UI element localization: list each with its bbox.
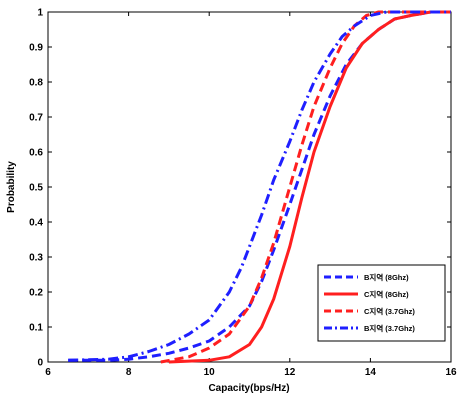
y-tick-label: 0.7 xyxy=(29,113,43,124)
legend-label-1: B지역 (8Ghz) xyxy=(364,272,409,282)
y-tick-label: 0.4 xyxy=(29,218,43,229)
legend-label-4: B지역 (3.7Ghz) xyxy=(364,323,415,333)
y-tick-label: 0.1 xyxy=(29,323,43,334)
y-axis-label: Probability xyxy=(6,161,17,213)
legend: B지역 (8Ghz) C지역 (8Ghz) C지역 (3.7Ghz) B지역 (3.7… xyxy=(317,264,446,342)
y-tick-label: 0.2 xyxy=(29,288,43,299)
legend-label-2: C지역 (8Ghz) xyxy=(364,289,409,299)
x-tick-label: 14 xyxy=(365,367,377,378)
x-axis-label: Capacity(bps/Hz) xyxy=(208,383,289,394)
y-tick-label: 0.6 xyxy=(29,148,43,159)
y-tick-label: 0.8 xyxy=(29,78,43,89)
series-line-3 xyxy=(160,10,451,364)
x-tick-label: 8 xyxy=(126,367,132,378)
series-line-1 xyxy=(68,10,451,362)
series-line-4 xyxy=(68,10,451,362)
y-tick-label: 0 xyxy=(37,358,43,369)
legend-label-3: C지역 (3.7Ghz) xyxy=(364,306,415,316)
x-tick-label: 10 xyxy=(204,367,216,378)
x-tick-label: 16 xyxy=(445,367,457,378)
series-lines xyxy=(68,10,451,364)
series-line-2 xyxy=(168,10,451,364)
y-tick-label: 1 xyxy=(37,8,43,19)
y-tick-label: 0.3 xyxy=(29,253,43,264)
x-tick-label: 12 xyxy=(284,367,296,378)
axis-ticks: 6 8 10 12 14 16 0 0.1 0.2 0.3 0.4 0.5 0.6 0.7 0.8 0.9 1 xyxy=(29,8,457,379)
y-tick-label: 0.9 xyxy=(29,43,43,54)
x-tick-label: 6 xyxy=(45,367,51,378)
y-tick-label: 0.5 xyxy=(29,183,43,194)
